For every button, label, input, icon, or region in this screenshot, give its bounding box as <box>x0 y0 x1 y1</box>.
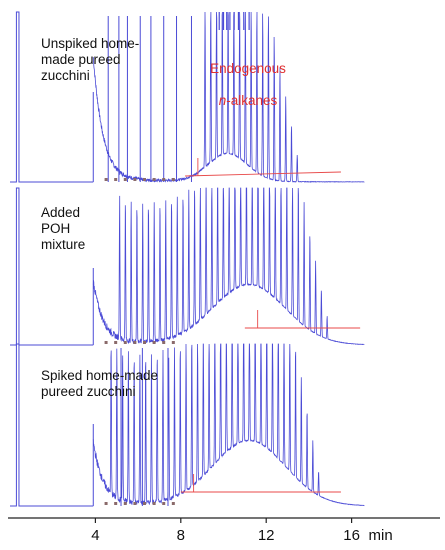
panel1-label: Unspiked home- made pureed zucchini <box>41 36 140 83</box>
solvent-front <box>10 343 94 507</box>
panel-3-trace <box>10 343 365 507</box>
x-axis-ticks: 4 8 12 16 min <box>91 518 393 544</box>
solvent-front <box>10 187 94 346</box>
peak-marker <box>171 341 175 344</box>
peak-marker <box>123 341 127 344</box>
panel-2-trace <box>10 187 365 346</box>
annotation-word-1: Endogenous <box>210 61 286 76</box>
x-axis: 4 8 12 16 min <box>8 517 440 544</box>
x-tick-label: 4 <box>91 527 99 544</box>
annotation-alkanes: -alkanes <box>226 93 278 108</box>
peak-marker <box>104 341 108 344</box>
chromatogram-line <box>92 11 365 183</box>
peak-marker <box>171 178 175 181</box>
peak-marker <box>114 502 118 505</box>
peak-marker <box>143 178 147 181</box>
peak-marker <box>114 178 118 181</box>
peak-marker <box>104 178 108 181</box>
chromatogram-traces <box>10 11 365 507</box>
peak-marker <box>114 341 118 344</box>
solvent-front <box>10 11 94 183</box>
x-tick-label: 12 <box>258 527 275 544</box>
integration-baseline <box>185 171 341 177</box>
annotation-n: n <box>218 93 227 108</box>
chromatogram-line <box>92 343 365 507</box>
peak-marker <box>152 502 156 505</box>
peak-marker <box>143 341 147 344</box>
panel-1-top-marks <box>218 12 250 30</box>
panel3-label: Spiked home-made pureed zucchini <box>41 368 159 399</box>
peak-marker <box>143 502 147 505</box>
peak-marker <box>152 178 156 181</box>
peak-marker <box>123 502 127 505</box>
peak-marker <box>104 502 108 505</box>
peak-marker <box>133 502 137 505</box>
peak-marker <box>133 341 137 344</box>
endogenous-alkanes-annotation: Endogenous n-alkanes <box>196 45 300 109</box>
peak-marker <box>162 178 166 181</box>
peak-marker <box>162 341 166 344</box>
x-tick-label: 8 <box>177 527 185 544</box>
peak-marker <box>152 341 156 344</box>
panel-1-trace <box>10 11 365 183</box>
panel2-label: Added POH mixture <box>41 205 86 252</box>
chromatogram-line <box>92 187 365 346</box>
peak-marker <box>123 178 127 181</box>
peak-marker <box>171 502 175 505</box>
x-tick-label: 16 <box>343 527 360 544</box>
x-axis-unit: min <box>369 527 393 544</box>
peak-marker <box>133 178 137 181</box>
peak-marker <box>162 502 166 505</box>
